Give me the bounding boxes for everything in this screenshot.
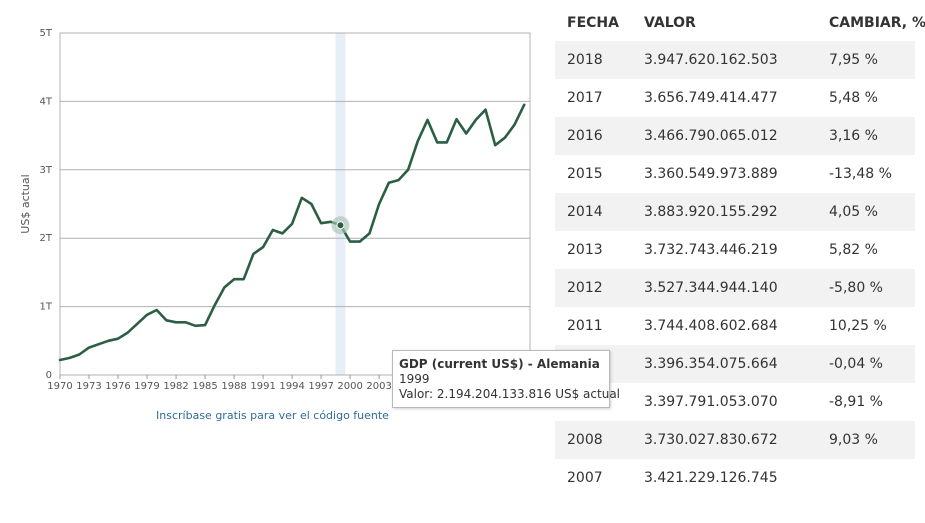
y-tick-label: 0	[46, 370, 52, 381]
cell-date: 2018	[555, 41, 632, 79]
x-tick-label: 1973	[76, 381, 101, 392]
table-row: 2011 3.744.408.602.684 10,25 %	[555, 307, 915, 345]
table-row: 2012 3.527.344.944.140 -5,80 %	[555, 269, 915, 307]
table-row: 2014 3.883.920.155.292 4,05 %	[555, 193, 915, 231]
cell-date: 2017	[555, 79, 632, 117]
gdp-line-chart: 0 1T 2T 3T 4T 5T 1970 1973 1976 1979 1982 1985 1988 1…	[19, 28, 531, 392]
cell-change: 7,95 %	[817, 41, 915, 79]
cell-change: -8,91 %	[817, 383, 915, 421]
cell-date: 2008	[555, 421, 632, 459]
cell-change: 9,03 %	[817, 421, 915, 459]
y-axis-label: US$ actual	[19, 174, 32, 233]
y-tick-label: 4T	[40, 96, 53, 107]
x-tick-label: 1997	[308, 381, 333, 392]
cell-date: 2007	[555, 459, 632, 497]
x-tick-label: 1994	[279, 381, 304, 392]
cell-value: 3.466.790.065.012	[632, 117, 817, 155]
cell-change: -5,80 %	[817, 269, 915, 307]
cell-value: 3.527.344.944.140	[632, 269, 817, 307]
hover-point	[336, 221, 345, 230]
y-tick-label: 1T	[40, 302, 53, 313]
x-tick-label: 1982	[163, 381, 188, 392]
header-change[interactable]: CAMBIAR, %	[829, 15, 925, 31]
table-row: 2015 3.360.549.973.889 -13,48 %	[555, 155, 915, 193]
table-row: 2017 3.656.749.414.477 5,48 %	[555, 79, 915, 117]
x-tick-label: 2003	[366, 381, 391, 392]
cell-value: 3.732.743.446.219	[632, 231, 817, 269]
header-date[interactable]: FECHA	[567, 15, 619, 31]
x-tick-label: 1991	[250, 381, 275, 392]
table-row: 2008 3.730.027.830.672 9,03 %	[555, 421, 915, 459]
cell-value: 3.396.354.075.664	[632, 345, 817, 383]
gdp-table-container: FECHA VALOR CAMBIAR, % 2018 3.947.620.162…	[555, 5, 925, 497]
cell-date: 2014	[555, 193, 632, 231]
series-line	[58, 103, 526, 362]
tooltip-value: Valor: 2.194.204.133.816 US$ actual	[399, 387, 621, 401]
cell-value: 3.360.549.973.889	[632, 155, 817, 193]
cell-date: 2016	[555, 117, 632, 155]
tooltip-year: 1999	[399, 372, 430, 386]
cell-value: 3.730.027.830.672	[632, 421, 817, 459]
cell-change	[817, 459, 915, 497]
cell-value: 3.744.408.602.684	[632, 307, 817, 345]
cell-value: 3.947.620.162.503	[632, 41, 817, 79]
cell-change: 3,16 %	[817, 117, 915, 155]
cell-change: -13,48 %	[817, 155, 915, 193]
x-tick-label: 1988	[221, 381, 246, 392]
chart-tooltip: GDP (current US$) - Alemania 1999 Valor:…	[392, 350, 621, 408]
gdp-table: FECHA VALOR CAMBIAR, % 2018 3.947.620.162…	[555, 5, 925, 497]
x-tick-label: 1976	[105, 381, 130, 392]
x-tick-label: 1979	[134, 381, 159, 392]
table-row: 2013 3.732.743.446.219 5,82 %	[555, 231, 915, 269]
cell-value: 3.883.920.155.292	[632, 193, 817, 231]
table-header-row: FECHA VALOR CAMBIAR, %	[555, 5, 925, 41]
cell-date: 2012	[555, 269, 632, 307]
cell-change: 5,48 %	[817, 79, 915, 117]
cell-date: 2013	[555, 231, 632, 269]
cell-date: 2015	[555, 155, 632, 193]
cell-value: 3.421.229.126.745	[632, 459, 817, 497]
cell-value: 3.397.791.053.070	[632, 383, 817, 421]
cell-value: 3.656.749.414.477	[632, 79, 817, 117]
header-value[interactable]: VALOR	[644, 15, 696, 31]
source-code-link[interactable]: Inscríbase gratis para ver el código fue…	[156, 409, 389, 422]
cell-change: 10,25 %	[817, 307, 915, 345]
tooltip-title: GDP (current US$) - Alemania	[399, 357, 600, 371]
hover-band	[335, 33, 346, 375]
x-tick-label: 2000	[337, 381, 362, 392]
y-tick-label: 3T	[40, 165, 53, 176]
x-tick-label: 1985	[192, 381, 217, 392]
cell-change: 5,82 %	[817, 231, 915, 269]
cell-date: 2011	[555, 307, 632, 345]
y-tick-label: 2T	[40, 233, 53, 244]
table-row: 2016 3.466.790.065.012 3,16 %	[555, 117, 915, 155]
x-tick-label: 1970	[47, 381, 72, 392]
y-tick-label: 5T	[40, 28, 53, 39]
table-row: 2007 3.421.229.126.745	[555, 459, 915, 497]
table-row: 2018 3.947.620.162.503 7,95 %	[555, 41, 915, 79]
cell-change: 4,05 %	[817, 193, 915, 231]
plot-frame	[59, 32, 531, 376]
cell-change: -0,04 %	[817, 345, 915, 383]
